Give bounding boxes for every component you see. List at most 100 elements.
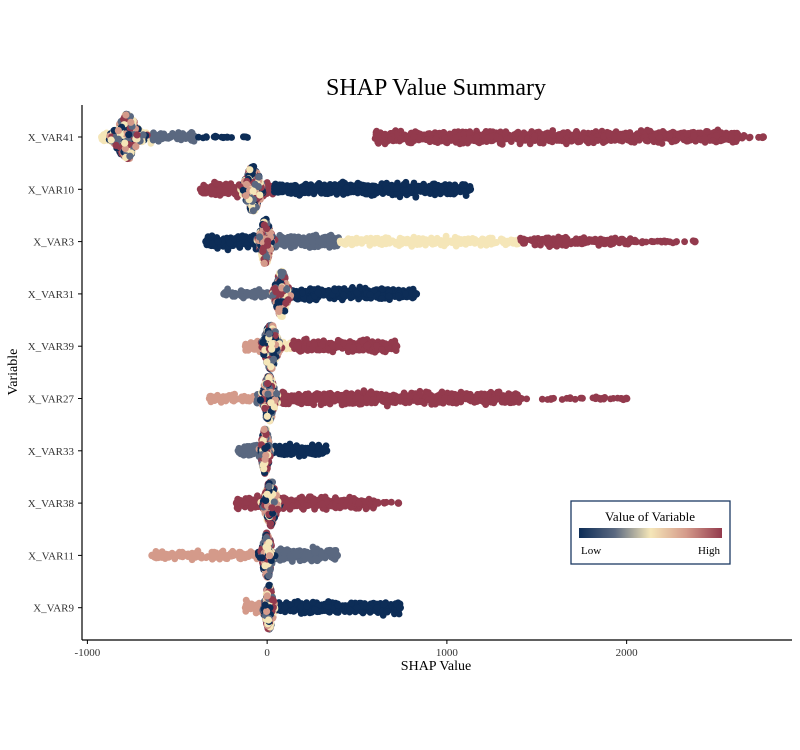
data-point [359,336,367,344]
data-point [728,133,736,141]
data-point [249,187,257,195]
data-point [408,240,416,248]
data-point [600,132,608,140]
data-point [588,238,596,245]
data-point [441,135,449,143]
data-point-min [220,290,228,298]
data-point-min [241,342,250,351]
data-point [683,130,691,138]
data-point-max [759,133,767,141]
data-point [410,133,418,141]
data-point [127,118,135,126]
data-point [448,238,456,246]
data-point [383,185,391,192]
data-point [520,129,528,137]
data-point [309,232,317,240]
data-point [379,285,386,293]
data-point [314,289,322,297]
data-point [486,235,494,243]
data-point [471,238,478,246]
data-point [277,236,285,243]
data-point [521,239,528,247]
data-point [658,140,666,147]
data-point [190,137,198,145]
data-point [594,137,602,144]
data-point [107,136,115,144]
data-point [607,240,615,248]
data-point [249,343,257,351]
data-point [709,137,717,144]
data-point [696,136,703,143]
data-point [639,238,647,246]
data-point [272,288,280,296]
data-point [340,191,347,198]
data-point [241,133,248,141]
data-point [263,225,271,233]
data-point [340,291,347,299]
data-point [125,131,133,139]
data-point [733,134,741,142]
data-point [502,128,510,136]
data-point [219,134,227,142]
data-point [366,291,374,298]
data-point [320,337,327,345]
data-point [263,253,271,261]
data-point [132,143,140,151]
data-point [619,133,627,140]
data-point [326,189,334,197]
data-point [482,127,490,135]
data-point-max [392,342,401,351]
data-point [237,233,245,241]
data-point [649,133,656,141]
data-point [396,234,404,242]
data-point [316,346,323,354]
data-point [202,133,210,141]
data-point [249,289,257,297]
data-point [268,345,276,353]
data-point [484,134,491,142]
data-point [242,192,250,200]
data-point [671,137,679,145]
data-point [299,289,306,297]
data-point [289,182,296,190]
data-point [374,184,382,191]
data-point [362,237,370,245]
data-point [572,237,580,245]
data-point-max [412,290,421,298]
data-point [480,239,488,247]
data-point [531,132,538,140]
data-point-min [202,237,210,246]
data-point [428,235,436,243]
data-point [464,235,472,243]
data-point [158,132,166,140]
data-point [555,237,563,245]
data-point [447,190,454,198]
data-point [648,237,655,245]
data-point [549,130,556,138]
data-point [465,135,473,143]
data-point [524,135,531,143]
data-point [701,134,709,142]
data-point [605,130,613,138]
data-point [326,241,333,249]
data-point [561,234,569,242]
data-point [274,298,282,306]
data-point [244,394,252,401]
data-point [293,342,300,350]
data-point-max [466,185,475,194]
data-point [270,355,278,363]
data-point [496,136,504,143]
data-point [611,133,618,141]
data-point [243,180,251,188]
data-point [363,342,371,350]
data-point [246,166,254,174]
data-point [452,134,459,142]
data-point [437,237,445,245]
data-point [182,132,190,140]
data-point [746,133,754,141]
data-point [121,139,129,147]
data-point [530,238,538,246]
data-point [397,135,404,143]
data-point [175,133,182,141]
data-point [656,134,663,141]
